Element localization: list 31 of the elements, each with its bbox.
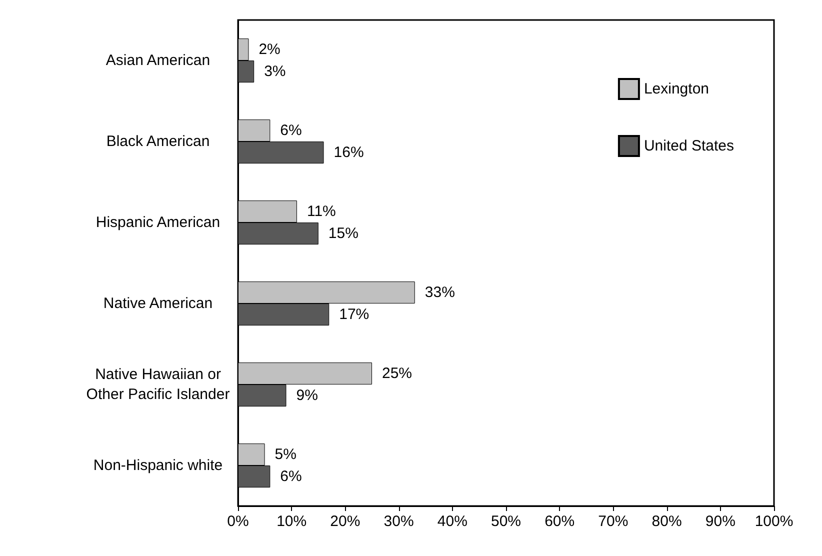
data-label: 6% [280, 468, 302, 485]
data-label: 5% [274, 446, 296, 463]
data-label: 11% [306, 203, 336, 220]
data-label: 25% [382, 365, 412, 382]
y-tick-label: Asian American [106, 52, 210, 69]
y-tick-label: Black American [106, 133, 210, 150]
x-tick-label: 40% [437, 513, 468, 530]
y-tick-label: Non-Hispanic white [93, 457, 223, 474]
data-label: 17% [339, 306, 370, 323]
legend-label: United States [644, 138, 734, 154]
y-tick-label: Native American [103, 295, 213, 312]
data-label: 2% [258, 41, 280, 58]
x-tick-label: 70% [598, 513, 628, 530]
x-tick-label: 60% [544, 513, 575, 530]
x-tick-label: 80% [652, 513, 682, 530]
data-label: 9% [296, 387, 318, 404]
x-tick-label: 0% [227, 513, 249, 530]
legend-label: Lexington [644, 80, 710, 98]
x-tick-label: 20% [330, 513, 360, 530]
x-tick-label: 100% [754, 513, 794, 530]
data-label: 6% [280, 122, 302, 139]
y-tick-label: Hispanic American [96, 214, 220, 231]
data-label: 16% [334, 144, 364, 161]
data-label: 15% [328, 225, 358, 242]
y-tick-label: Native Hawaiian or Other Pacific Islander [86, 366, 230, 403]
x-tick-label: 50% [490, 513, 522, 530]
data-label: 33% [424, 284, 455, 301]
x-tick-label: 10% [276, 513, 307, 530]
x-tick-label: 90% [705, 513, 736, 530]
x-tick-label: 30% [384, 513, 414, 530]
data-label: 3% [264, 63, 286, 80]
